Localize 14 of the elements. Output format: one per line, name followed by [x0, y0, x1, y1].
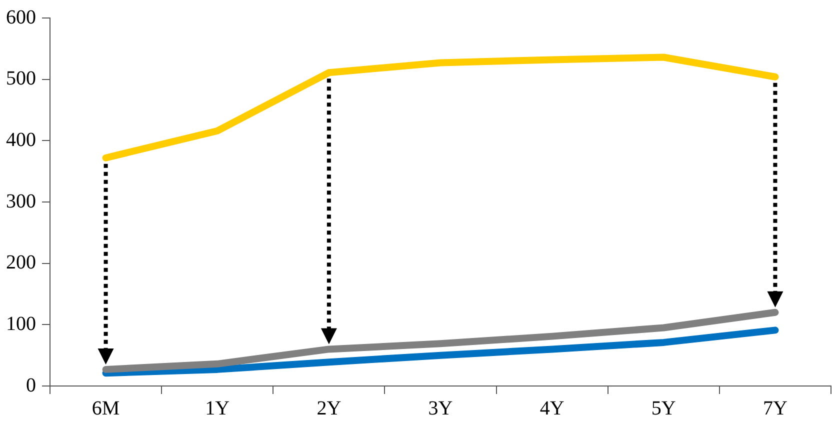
- y-tick-label: 400: [6, 128, 36, 151]
- x-tick-label: 3Y: [428, 397, 453, 420]
- y-tick-label: 200: [6, 252, 36, 274]
- y-tick-label: 100: [6, 312, 36, 335]
- y-tick-label: 600: [6, 6, 36, 28]
- y-tick-label: 500: [6, 68, 36, 90]
- y-tick-label: 0: [26, 374, 36, 396]
- x-tick-label: 2Y: [316, 397, 342, 420]
- y-tick-label: 300: [6, 190, 36, 212]
- x-tick-label: 4Y: [540, 397, 564, 420]
- x-tick-label: 1Y: [205, 397, 230, 420]
- x-tick-label: 7Y: [762, 397, 788, 420]
- x-tick-label: 5Y: [651, 397, 676, 420]
- x-tick-label: 6M: [92, 397, 120, 420]
